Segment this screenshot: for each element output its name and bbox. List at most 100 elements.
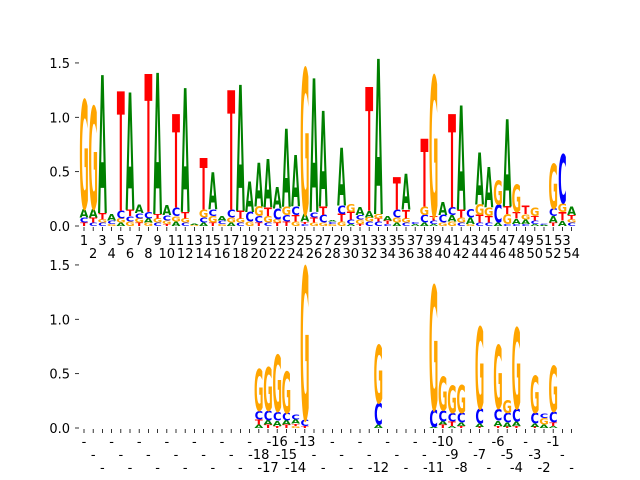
logo-letter-A: A (254, 424, 263, 429)
logo-letter-G: G (567, 219, 576, 224)
logo-letter-C: C (439, 409, 447, 426)
logo-letter-G: G (374, 213, 383, 220)
x-tick-label: 54 (563, 247, 580, 262)
x-tick-label: -12 (368, 461, 389, 476)
logo-letter-C: C (255, 215, 263, 225)
logo-letter-T: T (549, 222, 557, 227)
x-tick-label: 49 (517, 234, 534, 249)
logo-letter-C: C (273, 207, 281, 224)
logo-letter-A: A (126, 60, 135, 248)
logo-letter-A: A (144, 218, 154, 225)
x-tick-label: -2 (538, 461, 551, 476)
logo-letter-A: A (494, 222, 503, 227)
logo-letter-C: C (448, 410, 456, 424)
logo-letter-T: T (319, 204, 327, 218)
x-tick-label: 30 (343, 247, 360, 262)
logo-letter-A: A (374, 424, 383, 429)
x-tick-label: 22 (269, 247, 286, 262)
logo-column: AC (411, 221, 421, 227)
logo-letter-C: C (383, 223, 391, 227)
x-tick-label: 17 (223, 234, 240, 249)
x-tick-label: - (569, 461, 574, 476)
logo-letter-C: C (227, 208, 235, 220)
x-tick-label: 16 (214, 247, 231, 262)
logo-letter-T: T (476, 213, 484, 225)
x-tick-label: - (523, 435, 528, 450)
logo-letter-G: G (438, 368, 447, 422)
logo-letter-G: G (125, 221, 134, 228)
logo-letter-C: C (236, 222, 244, 227)
x-tick-label: 51 (536, 234, 553, 249)
x-tick-label: - (385, 435, 390, 450)
y-tick-label: 0.5 (49, 368, 70, 383)
logo-letter-G: G (493, 174, 502, 213)
logo-letter-T: T (144, 37, 152, 257)
logo-letter-A: A (530, 223, 540, 227)
logo-letter-A: A (438, 421, 447, 426)
logo-letter-C: C (347, 219, 356, 226)
logo-letter-C: C (337, 203, 345, 217)
logo-letter-C: C (282, 411, 290, 423)
x-tick-label: - (192, 435, 197, 450)
x-tick-label: 5 (117, 234, 125, 249)
logo-letter-A: A (540, 225, 550, 227)
logo-letter-C: C (126, 216, 134, 224)
logo-letter-A: A (245, 175, 254, 223)
x-tick-label: 6 (126, 247, 134, 262)
logo-letter-C: C (549, 410, 557, 427)
logo-letter-A: A (521, 219, 531, 226)
x-tick-label: - (367, 448, 372, 463)
x-tick-label: 46 (490, 247, 507, 262)
logo-letter-C: C (172, 205, 180, 219)
logo-letter-C: C (402, 222, 410, 227)
logo-letter-A: A (549, 215, 558, 225)
logo-letter-T: T (568, 214, 577, 221)
logo-letter-G: G (300, 31, 309, 263)
logo-letter-G: G (263, 215, 272, 225)
logo-letter-C: C (457, 222, 465, 227)
x-tick-label: 43 (462, 234, 479, 249)
logo-letter-A: A (503, 95, 512, 234)
logo-letter-A: A (475, 139, 484, 223)
logo-letter-G: G (337, 221, 346, 228)
logo-letter-G: G (493, 329, 502, 430)
logo-letter-T: T (172, 91, 180, 239)
x-tick-label: 50 (527, 247, 544, 262)
logo-letter-G: G (190, 225, 200, 227)
x-tick-label: -10 (432, 435, 453, 450)
x-tick-label: 41 (444, 234, 461, 249)
logo-letter-A: A (512, 421, 522, 428)
logo-letter-T: T (282, 221, 291, 228)
logo-letter-C: C (181, 222, 189, 227)
logo-letter-C: C (429, 220, 437, 225)
logo-letter-T: T (301, 425, 309, 429)
x-tick-label: -8 (455, 461, 468, 476)
logo-letter-A: A (153, 36, 162, 260)
logo-letter-G: G (429, 253, 438, 451)
x-tick-label: 28 (324, 247, 341, 262)
logo-column: AGC (539, 413, 549, 429)
logo-column: GCA (217, 215, 227, 226)
logo-column: GCA (438, 199, 447, 228)
logo-letter-G: G (116, 218, 125, 225)
logo-letter-A: A (254, 152, 263, 221)
logo-letter-G: G (318, 222, 327, 227)
logo-letter-C: C (80, 217, 88, 225)
logo-letter-T: T (117, 60, 125, 250)
logo-letter-T: T (282, 424, 290, 429)
